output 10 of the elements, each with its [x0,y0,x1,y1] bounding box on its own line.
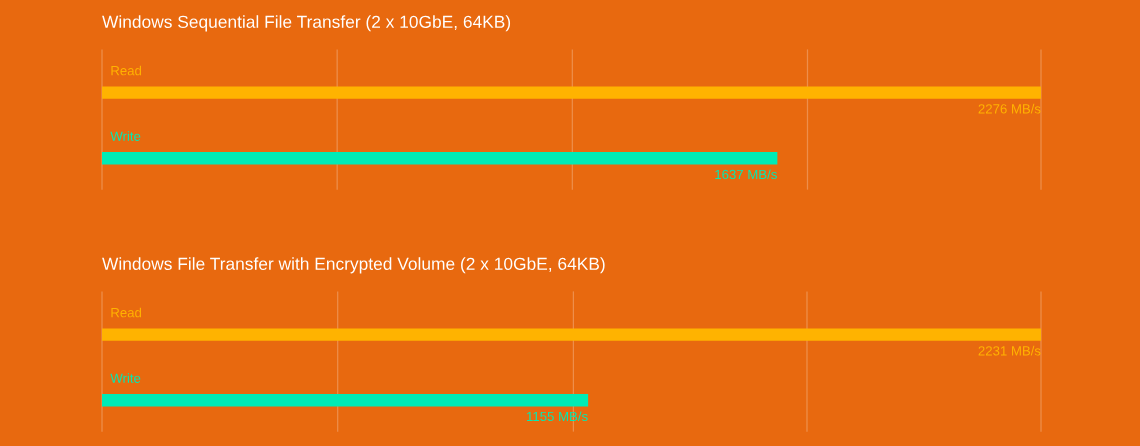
chart-title: Windows Sequential File Transfer (2 x 10GbE, 64KB) [102,15,511,32]
y-tick-label: Write [110,373,141,383]
y-tick-label: Read [111,65,142,76]
data-label: 1637 MB/s [715,169,777,180]
y-tick-label: Read [111,307,142,318]
data-label: 1155 MB/s [527,411,588,422]
data-label: 2231 MB/s [978,345,1041,356]
y-tick-label: Write [110,131,141,141]
data-label: 2276 MB/s [978,103,1041,114]
chart-title: Windows File Transfer with Encrypted Volume (2 x 10GbE, 64KB) [102,257,605,274]
